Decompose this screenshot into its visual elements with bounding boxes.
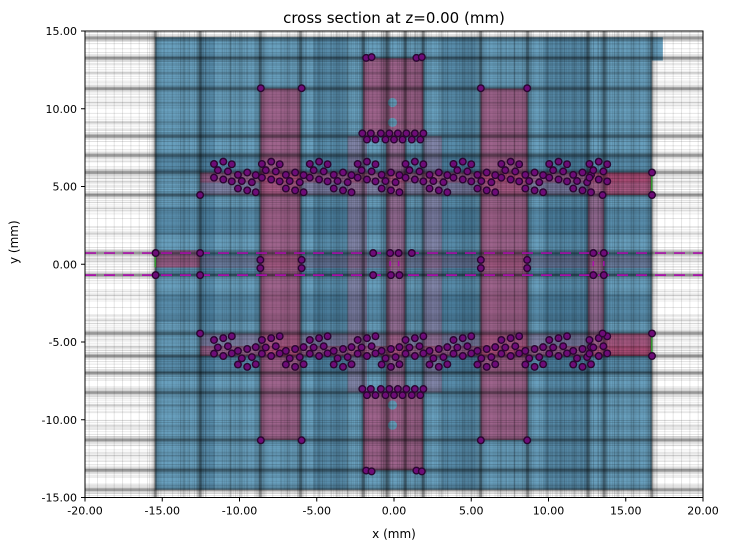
y-tick-label: 10.00 — [46, 103, 78, 116]
x-tick-label: 15.00 — [610, 505, 642, 518]
x-tick-label: -20.00 — [67, 505, 102, 518]
mesh-lines — [85, 31, 703, 498]
scatter-points — [151, 53, 657, 476]
y-tick-label: 15.00 — [46, 25, 78, 38]
y-tick-label: -15.00 — [42, 492, 77, 505]
y-tick-label: -10.00 — [42, 414, 77, 427]
x-tick-label: 5.00 — [459, 505, 484, 518]
y-axis-label: y (mm) — [7, 220, 21, 264]
plot-title: cross section at z=0.00 (mm) — [283, 9, 505, 27]
y-tick-label: 5.00 — [53, 181, 78, 194]
x-tick-label: -15.00 — [145, 505, 180, 518]
x-tick-label: 10.00 — [533, 505, 565, 518]
blue-hole-circles — [387, 97, 398, 430]
y-tick-label: -5.00 — [49, 336, 77, 349]
x-tick-label: 0.00 — [382, 505, 407, 518]
x-tick-label: -5.00 — [303, 505, 331, 518]
x-axis-label: x (mm) — [372, 527, 416, 541]
x-tick-label: 20.00 — [687, 505, 719, 518]
y-tick-label: 0.00 — [53, 258, 78, 271]
axis-ticks: -20.00 -15.00 -10.00 -5.00 0.00 5.00 10.00 15.0… — [42, 25, 719, 518]
x-tick-label: -10.00 — [222, 505, 257, 518]
